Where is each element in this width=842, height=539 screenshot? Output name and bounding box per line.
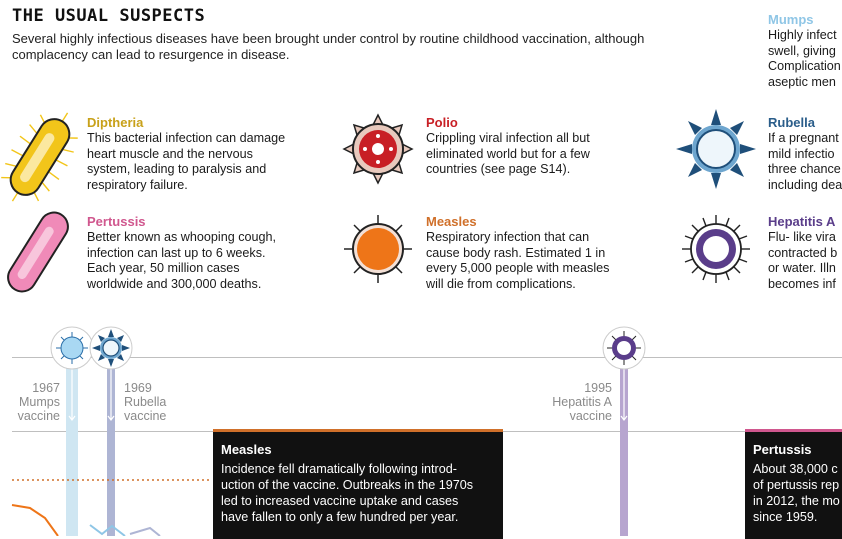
hepatitis-a-timeline-icon — [602, 326, 646, 370]
info-box-title: Pertussis — [753, 442, 812, 457]
disease-card-rubella: Rubella If a pregnant mild infectio thre… — [768, 115, 842, 193]
event-label-rubella-vaccine: 1969 Rubella vaccine — [124, 381, 204, 423]
event-label-hepatitis-a-vaccine: 1995 Hepatitis A vaccine — [531, 381, 612, 423]
hepatitis-a-vaccine-line — [620, 360, 628, 536]
disease-desc-line: or water. Illn — [768, 261, 836, 275]
mumps-cases-line — [89, 524, 126, 536]
rubella-cases-line — [129, 526, 161, 536]
page-title: THE USUAL SUSPECTS — [12, 6, 206, 26]
disease-desc-line: three chance — [768, 162, 841, 176]
disease-desc-line: swell, giving — [768, 43, 836, 58]
disease-name: Pertussis — [87, 214, 146, 229]
disease-desc-line: heart muscle and the nervous — [87, 146, 253, 161]
mumps-vaccine-line — [66, 360, 78, 536]
disease-desc-line: aseptic men — [768, 74, 836, 89]
event-year: 1995 — [584, 381, 612, 395]
disease-name: Measles — [426, 214, 477, 229]
disease-desc-line: countries (see page S14). — [426, 162, 571, 176]
event-year: 1969 — [124, 381, 152, 395]
disease-desc-line: including dea — [768, 177, 842, 192]
disease-desc-line: This bacterial infection can damage — [87, 131, 286, 145]
hepatitis-a-virus-icon — [682, 215, 750, 283]
disease-card-hepatitis-a: Hepatitis A Flu- like vira contracted b … — [768, 214, 842, 292]
diptheria-bacterium-icon — [1, 112, 78, 202]
disease-desc-line: Crippling viral infection all but — [426, 131, 590, 145]
disease-name: Hepatitis A — [768, 214, 836, 229]
disease-desc-line: becomes inf — [768, 276, 836, 291]
mumps-timeline-icon — [50, 326, 94, 370]
disease-desc-line: system, leading to paralysis and — [87, 162, 267, 176]
measles-cases-line — [11, 504, 59, 536]
disease-illustrations — [1, 109, 756, 293]
disease-desc-line: every 5,000 people with measles — [426, 261, 610, 275]
timeline-top-rule — [12, 357, 842, 358]
disease-desc-line: cause body rash. Estimated 1 in — [426, 245, 606, 260]
disease-desc-line: Better known as whooping cough, — [87, 230, 277, 244]
disease-desc-line: eliminated world but for a few — [426, 146, 590, 161]
info-box-line: About 38,000 c — [753, 462, 838, 476]
intro-text: Several highly infectious diseases have … — [12, 31, 645, 62]
disease-name: Diptheria — [87, 115, 144, 130]
disease-card-pertussis: Pertussis Better known as whooping cough… — [87, 214, 327, 292]
disease-desc-line: respiratory failure. — [87, 177, 188, 192]
event-text: vaccine — [17, 409, 60, 423]
info-box-line: uction of the vaccine. Outbreaks in the … — [221, 478, 474, 492]
event-year: 1967 — [32, 381, 60, 395]
event-text: vaccine — [124, 409, 167, 423]
event-text: Mumps — [19, 395, 60, 409]
info-box-line: have fallen to only a few hundred per ye… — [221, 510, 459, 524]
disease-desc-line: mild infectio — [768, 146, 835, 161]
rubella-virus-icon — [676, 109, 756, 189]
event-text: Rubella — [124, 395, 167, 409]
disease-card-measles: Measles Respiratory infection that can c… — [426, 214, 666, 292]
measles-info-box: Measles Incidence fell dramatically foll… — [213, 429, 503, 539]
disease-desc-line: will die from complications. — [426, 276, 576, 291]
event-text: vaccine — [569, 409, 612, 423]
rubella-timeline-icon — [89, 326, 133, 370]
disease-desc-line: If a pregnant — [768, 131, 839, 145]
info-box-line: of pertussis rep — [753, 478, 840, 492]
disease-name: Rubella — [768, 115, 815, 130]
info-box-line: since 1959. — [753, 510, 818, 524]
timeline-graphics — [11, 326, 646, 536]
disease-name: Mumps — [768, 12, 814, 27]
disease-desc-line: infection can last up to 6 weeks. — [87, 245, 266, 260]
disease-card-diptheria: Diptheria This bacterial infection can d… — [87, 115, 327, 193]
disease-desc-line: Respiratory infection that can — [426, 230, 590, 244]
disease-card-polio: Polio Crippling viral infection all but … — [426, 115, 666, 178]
rubella-vaccine-line — [107, 360, 115, 536]
info-box-title: Measles — [221, 442, 272, 457]
disease-desc-line: Each year, 50 million cases — [87, 261, 240, 275]
event-text: Hepatitis A — [552, 395, 612, 409]
disease-desc-line: Highly infect — [768, 28, 837, 42]
info-box-line: Incidence fell dramatically following in… — [221, 462, 457, 476]
disease-desc-line: Complication — [768, 59, 841, 73]
disease-desc-line: contracted b — [768, 245, 838, 260]
disease-name: Polio — [426, 115, 458, 130]
measles-virus-icon — [344, 215, 412, 283]
event-label-mumps-vaccine: 1967 Mumps vaccine — [0, 381, 60, 423]
polio-virus-icon — [342, 113, 414, 185]
pertussis-info-box: Pertussis About 38,000 c of pertussis re… — [745, 429, 842, 539]
disease-desc-line: worldwide and 300,000 deaths. — [87, 276, 262, 291]
info-box-line: in 2012, the mo — [753, 494, 840, 508]
info-box-line: led to increased vaccine uptake and case… — [221, 494, 459, 508]
disease-card-mumps: Mumps Highly infect swell, giving Compli… — [768, 12, 842, 90]
pertussis-bacterium-icon — [7, 211, 69, 293]
disease-desc-line: Flu- like vira — [768, 230, 836, 244]
